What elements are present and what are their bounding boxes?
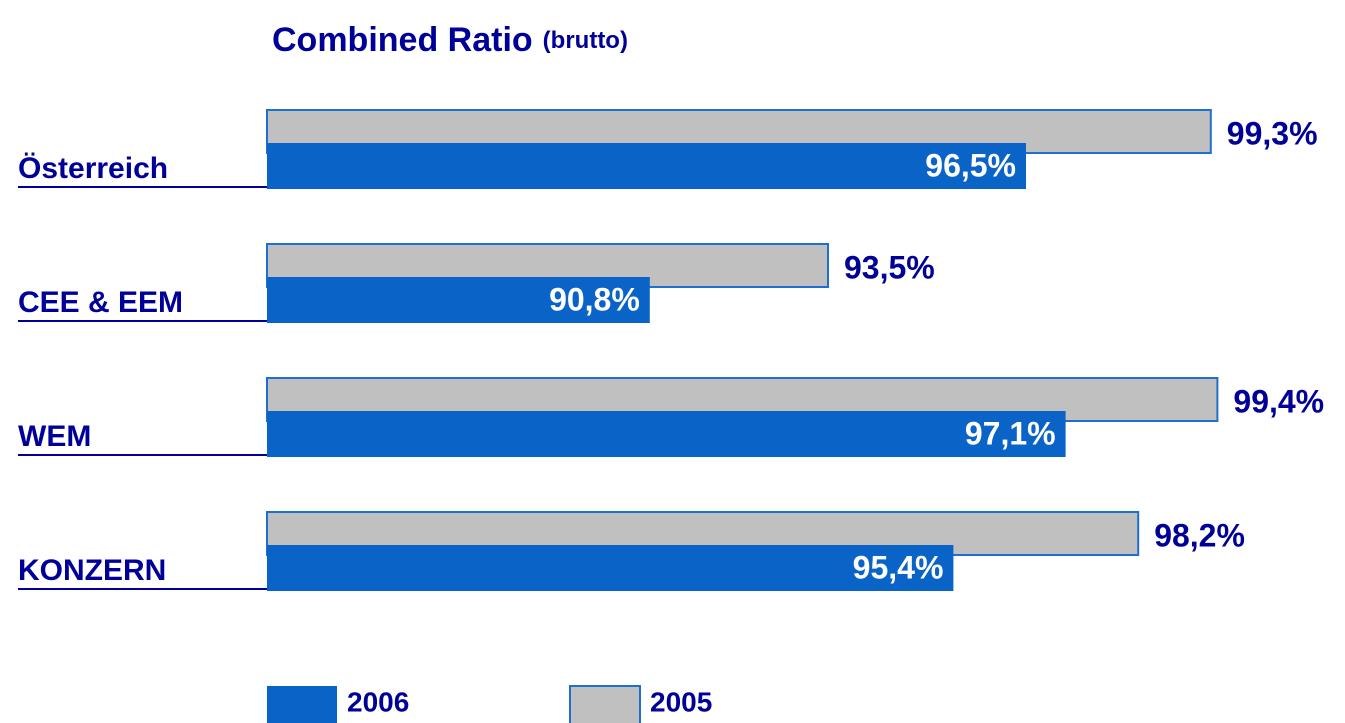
legend-label: 2005 [650,686,712,717]
value-label: 95,4% [853,549,944,585]
category-label: Österreich [18,152,168,185]
subtitle: (brutto) [543,27,628,54]
value-label: 96,5% [925,147,1016,183]
bar [267,545,954,591]
bar [267,277,650,323]
legend-swatch [569,685,641,723]
bar [267,411,1066,457]
legend-label: 2006 [347,686,409,717]
value-label: 99,3% [1227,115,1318,151]
value-label: 93,5% [844,249,935,285]
value-label: 97,1% [965,415,1056,451]
legend-swatch [267,686,337,723]
title: Combined Ratio [272,21,533,59]
category-label: CEE & EEM [18,286,183,319]
chart-title: Combined Ratio (brutto) [272,21,628,59]
category-label: WEM [18,420,91,453]
value-label: 99,4% [1233,383,1324,419]
value-label: 90,8% [549,281,640,317]
bar [267,143,1026,189]
category-label: KONZERN [18,554,166,587]
value-label: 98,2% [1154,517,1245,553]
